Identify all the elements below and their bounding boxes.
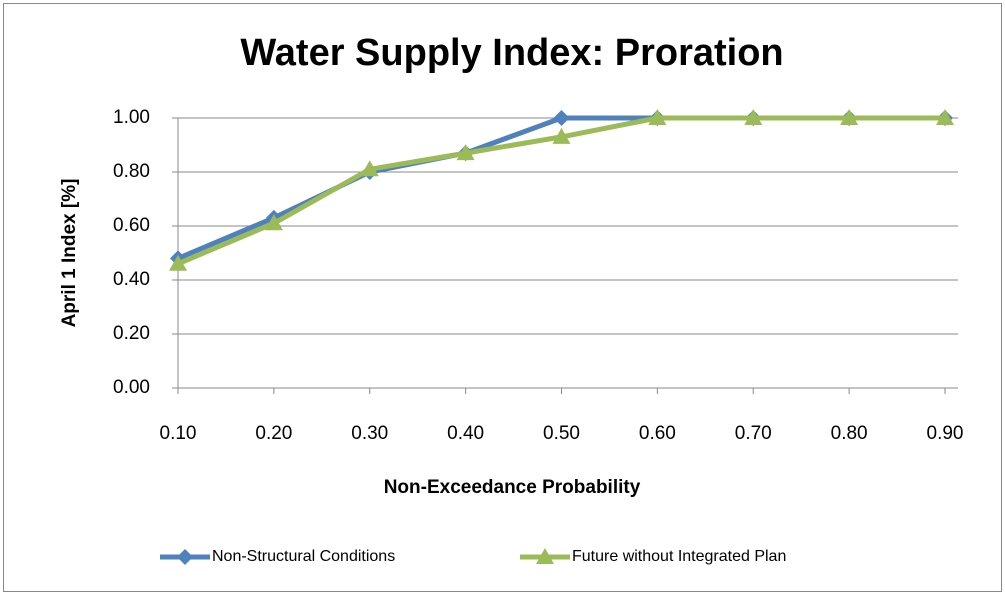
chart-border [3, 3, 1002, 592]
legend-label: Future without Integrated Plan [572, 548, 786, 565]
y-tick-label: 0.40 [113, 269, 150, 290]
y-tick-label: 0.60 [113, 215, 150, 236]
marker [169, 254, 187, 271]
x-tick-label: 0.20 [255, 423, 292, 444]
x-tick-label: 0.80 [831, 423, 868, 444]
x-axis-title: Non-Exceedance Probability [384, 477, 641, 498]
marker [264, 214, 283, 231]
x-tick-label: 0.70 [735, 423, 772, 444]
x-tick-label: 0.50 [543, 423, 580, 444]
marker [744, 109, 763, 125]
y-tick-label: 0.00 [113, 377, 150, 398]
marker [553, 110, 570, 126]
marker [936, 109, 954, 125]
marker [552, 127, 571, 144]
y-tick-label: 0.80 [113, 161, 150, 182]
marker [536, 548, 554, 564]
x-tick-label: 0.30 [351, 423, 388, 444]
x-tick-label: 0.90 [927, 423, 964, 444]
y-axis-title: April 1 Index [%] [59, 179, 80, 328]
chart-title: Water Supply Index: Proration [240, 32, 783, 74]
x-tick-label: 0.40 [447, 423, 484, 444]
marker [456, 144, 475, 161]
y-tick-label: 0.20 [113, 323, 150, 344]
y-tick-label: 1.00 [113, 107, 150, 128]
x-tick-label: 0.10 [160, 423, 197, 444]
legend-label: Non-Structural Conditions [212, 548, 395, 565]
x-tick-label: 0.60 [639, 423, 676, 444]
marker [177, 549, 193, 565]
marker [360, 160, 379, 177]
marker [840, 109, 859, 125]
marker [648, 109, 667, 125]
